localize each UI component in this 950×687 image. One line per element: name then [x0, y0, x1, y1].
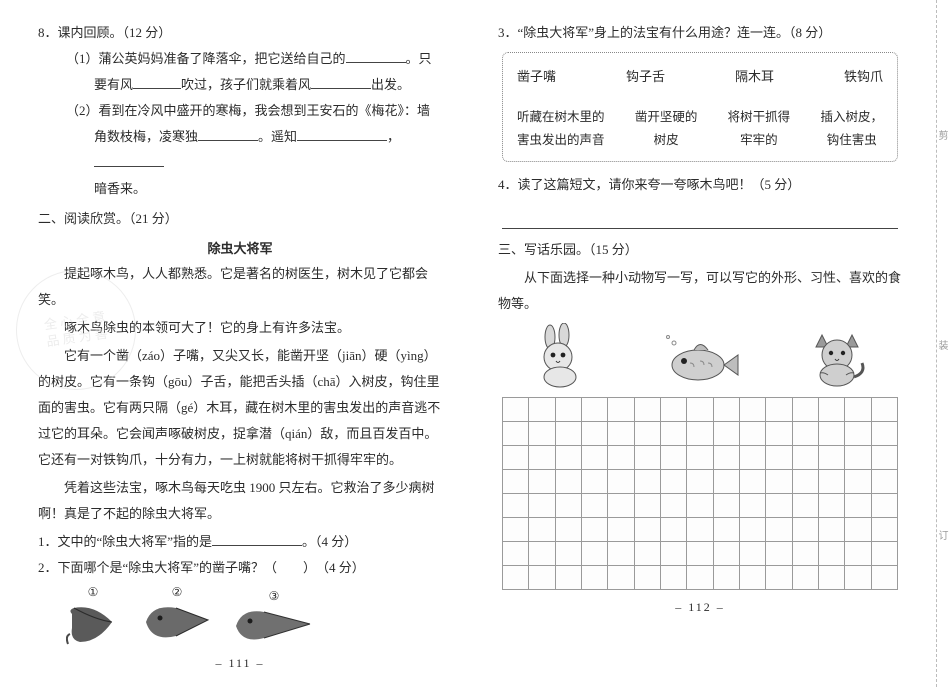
passage-p4: 凭着这些法宝，啄木鸟每天吃虫 1900 只左右。它救治了多少病树啊！真是了不起的…: [38, 475, 442, 527]
q2-line: 2．下面哪个是“除虫大将军”的凿子嘴？（ ） （4 分）: [38, 555, 442, 581]
writing-grid[interactable]: [502, 397, 898, 590]
option-1-num: ①: [88, 585, 99, 600]
page-number-right: – 112 –: [498, 600, 902, 615]
cut-label-b: 装: [934, 340, 949, 350]
match-top-2[interactable]: 钩子舌: [626, 65, 665, 90]
q1-a: 1．文中的“除虫大将军”指的是: [38, 534, 212, 549]
q8-1-d: 吹过，孩子们就乘着风: [181, 77, 311, 92]
q8-2-c: 。遥知: [258, 129, 297, 144]
q8-1-b: 。只: [406, 51, 432, 66]
q8-1-c: 要有风: [94, 77, 133, 92]
match-top-row: 凿子嘴 钩子舌 隔木耳 铁钩爪: [517, 65, 883, 90]
cut-guide: 剪 装 订: [936, 0, 948, 687]
cut-label-a: 剪: [934, 130, 949, 140]
fish-icon: [654, 333, 740, 389]
q8-1-a: （1）蒲公英妈妈准备了降落伞，把它送给自己的: [66, 51, 346, 66]
section2-head: 二、阅读欣赏。（21 分）: [38, 206, 442, 232]
beak-icon-2: [142, 602, 212, 646]
q8-2-line3: 暗香来。: [38, 176, 442, 202]
q1-line: 1．文中的“除虫大将军”指的是 。（4 分）: [38, 529, 442, 555]
q8-1-line2: 要有风 吹过，孩子们就乘着风 出发。: [38, 72, 442, 98]
match-bot-4[interactable]: 插入树皮， 钩住害虫: [820, 106, 883, 154]
passage-p2: 啄木鸟除虫的本领可大了！它的身上有许多法宝。: [38, 315, 442, 341]
q2-options: ① ② ③: [38, 585, 442, 646]
q8-head: 8．课内回顾。（12 分）: [38, 20, 442, 46]
q8-2-line2: 角数枝梅，凌寒独 。遥知 ，: [38, 124, 442, 176]
blank[interactable]: [94, 151, 164, 167]
match-bot-1[interactable]: 听藏在树木里的 害虫发出的声音: [517, 106, 605, 154]
section3-intro: 从下面选择一种小动物写一写，可以写它的外形、习性、喜欢的食物等。: [498, 265, 902, 317]
passage-p1: 提起啄木鸟，人人都熟悉。它是著名的树医生，树木见了它都会笑。: [38, 261, 442, 313]
blank[interactable]: [297, 125, 387, 141]
option-3-num: ③: [269, 589, 280, 604]
match-bot-3[interactable]: 将树干抓得 牢牢的: [728, 106, 791, 154]
q8-1-e: 出发。: [371, 77, 410, 92]
section3-head: 三、写话乐园。（15 分）: [498, 237, 902, 263]
blank[interactable]: [133, 73, 181, 89]
option-2[interactable]: ②: [142, 585, 212, 646]
cat-icon: [804, 323, 870, 389]
animals-row: [498, 323, 902, 389]
q8-2-line1: （2）看到在冷风中盛开的寒梅，我会想到王安石的《梅花》：墙: [38, 98, 442, 124]
q8-2-b: 角数枝梅，凌寒独: [94, 129, 198, 144]
page-number-left: – 111 –: [38, 656, 442, 671]
q4-head: 4．读了这篇短文，请你来夸一夸啄木鸟吧！（5 分）: [498, 172, 902, 198]
rabbit-icon: [530, 323, 590, 389]
match-bot-2[interactable]: 凿开坚硬的 树皮: [635, 106, 698, 154]
option-3[interactable]: ③: [234, 589, 314, 646]
blank[interactable]: [198, 125, 258, 141]
match-top-1[interactable]: 凿子嘴: [517, 65, 556, 90]
q8-1-line1: （1）蒲公英妈妈准备了降落伞，把它送给自己的 。只: [38, 46, 442, 72]
beak-icon-1: [66, 602, 120, 646]
match-box: 凿子嘴 钩子舌 隔木耳 铁钩爪 听藏在树木里的 害虫发出的声音 凿开坚硬的 树皮…: [502, 52, 898, 162]
page-left: 全 心 全 意品 质 为 善 8．课内回顾。（12 分） （1）蒲公英妈妈准备了…: [20, 20, 460, 680]
passage-p3: 它有一个凿（záo）子嘴，又尖又长，能凿开坚（jiān）硬（yìng）的树皮。它…: [38, 343, 442, 473]
cut-label-c: 订: [934, 530, 949, 540]
option-2-num: ②: [172, 585, 183, 600]
beak-icon-3: [234, 606, 314, 646]
q4-answer-line[interactable]: [502, 208, 898, 229]
blank[interactable]: [311, 73, 371, 89]
blank[interactable]: [212, 530, 302, 546]
match-top-3[interactable]: 隔木耳: [735, 65, 774, 90]
blank[interactable]: [346, 47, 406, 63]
q3-head: 3．“除虫大将军”身上的法宝有什么用途？连一连。（8 分）: [498, 20, 902, 46]
passage-title: 除虫大将军: [38, 238, 442, 257]
q1-b: 。（4 分）: [302, 534, 357, 549]
page-right: 3．“除虫大将军”身上的法宝有什么用途？连一连。（8 分） 凿子嘴 钩子舌 隔木…: [480, 20, 920, 680]
match-bottom-row: 听藏在树木里的 害虫发出的声音 凿开坚硬的 树皮 将树干抓得 牢牢的 插入树皮，…: [517, 106, 883, 154]
option-1[interactable]: ①: [66, 585, 120, 646]
match-top-4[interactable]: 铁钩爪: [844, 65, 883, 90]
q8-2-d: ，: [387, 129, 400, 144]
